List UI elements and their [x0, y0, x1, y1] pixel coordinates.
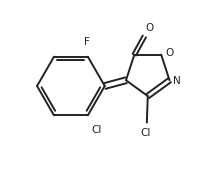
Text: F: F: [84, 37, 90, 47]
Text: O: O: [165, 48, 174, 58]
Text: O: O: [146, 23, 154, 33]
Text: N: N: [173, 76, 181, 86]
Text: Cl: Cl: [92, 125, 102, 135]
Text: Cl: Cl: [141, 128, 151, 138]
